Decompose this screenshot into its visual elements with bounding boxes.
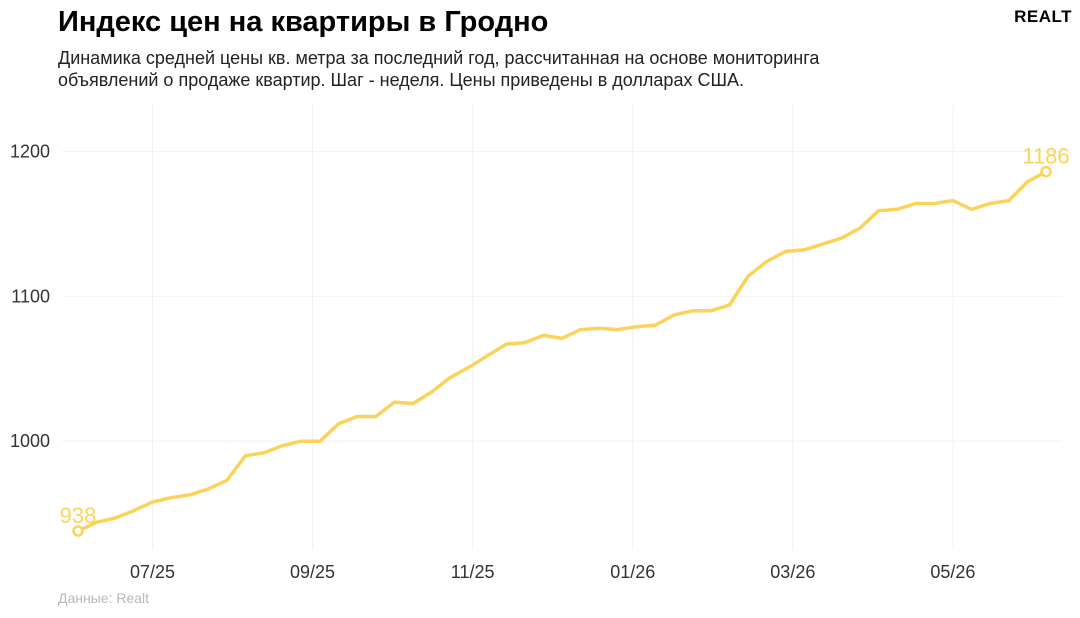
grid-lines (62, 105, 1062, 550)
series-group (76, 169, 1048, 533)
price-series-line (76, 169, 1048, 533)
y-tick-label: 1100 (11, 286, 50, 306)
x-tick-label: 05/26 (930, 562, 975, 582)
y-tick-label: 1000 (10, 431, 50, 451)
x-axis-ticks: 07/25 09/25 11/25 01/26 03/26 05/26 (130, 562, 976, 582)
x-tick-label: 01/26 (610, 562, 655, 582)
y-tick-label: 1200 (10, 141, 50, 161)
data-labels: 938 1186 (60, 144, 1070, 537)
x-tick-label: 07/25 (130, 562, 175, 582)
x-tick-label: 11/25 (451, 562, 495, 582)
start-point-marker (72, 525, 84, 537)
chart-subtitle: Динамика средней цены кв. метра за после… (58, 48, 820, 90)
end-point-marker (1040, 165, 1052, 178)
start-value-label: 938 (60, 503, 97, 528)
end-value-label: 1186 (1022, 144, 1069, 169)
x-tick-label: 03/26 (770, 562, 815, 582)
y-axis-ticks: 1000 1100 1200 (10, 141, 50, 451)
data-source: Данные: Realt (58, 590, 150, 606)
x-tick-label: 09/25 (290, 562, 335, 582)
realt-logo: REALT (1014, 7, 1072, 26)
chart-title: Индекс цен на квартиры в Гродно (58, 6, 549, 38)
